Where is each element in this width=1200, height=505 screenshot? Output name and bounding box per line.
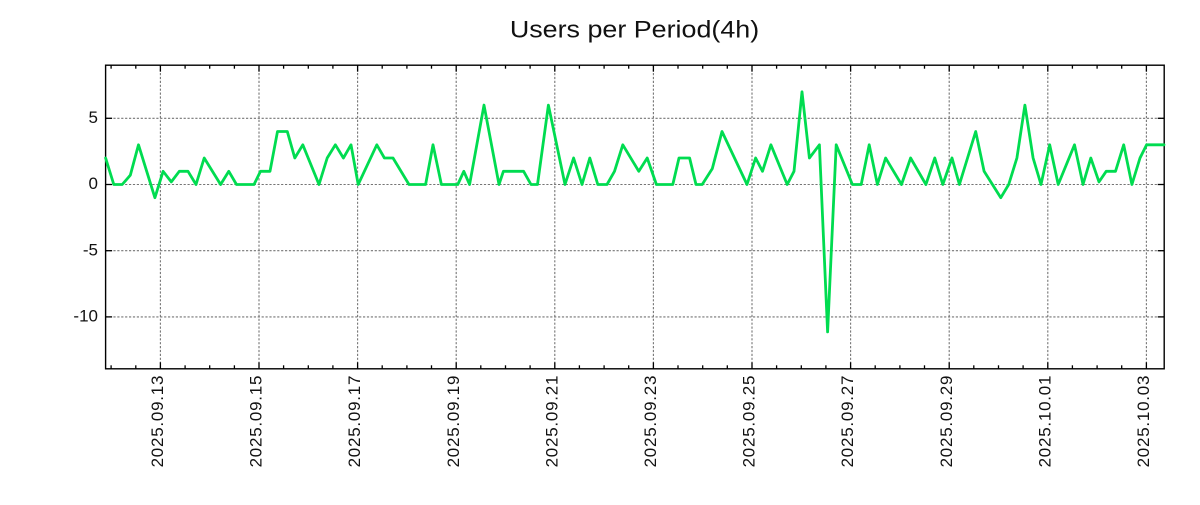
svg-text:-5: -5 bbox=[83, 240, 98, 259]
svg-text:2025.10.01: 2025.10.01 bbox=[1035, 375, 1054, 468]
svg-text:2025.09.13: 2025.09.13 bbox=[148, 375, 167, 468]
svg-text:0: 0 bbox=[89, 174, 98, 193]
svg-text:2025.09.15: 2025.09.15 bbox=[247, 375, 266, 468]
svg-text:2025.09.27: 2025.09.27 bbox=[838, 375, 857, 468]
svg-text:2025.09.21: 2025.09.21 bbox=[542, 375, 561, 468]
svg-text:2025.09.29: 2025.09.29 bbox=[937, 375, 956, 468]
svg-text:2025.09.23: 2025.09.23 bbox=[641, 375, 660, 468]
svg-text:5: 5 bbox=[89, 108, 98, 127]
svg-text:2025.09.17: 2025.09.17 bbox=[345, 375, 364, 468]
svg-text:2025.09.25: 2025.09.25 bbox=[740, 375, 759, 468]
svg-text:-10: -10 bbox=[73, 307, 98, 326]
svg-text:2025.10.03: 2025.10.03 bbox=[1134, 375, 1153, 468]
svg-text:2025.09.19: 2025.09.19 bbox=[444, 375, 463, 468]
svg-text:Users per Period(4h): Users per Period(4h) bbox=[510, 17, 759, 43]
